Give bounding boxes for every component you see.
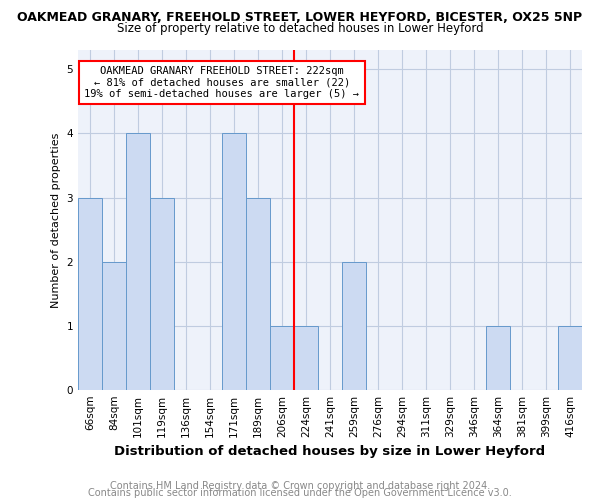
Bar bbox=[270, 326, 294, 390]
Bar bbox=[222, 134, 246, 390]
X-axis label: Distribution of detached houses by size in Lower Heyford: Distribution of detached houses by size … bbox=[115, 446, 545, 458]
Bar bbox=[246, 198, 270, 390]
Bar bbox=[342, 262, 366, 390]
Bar bbox=[558, 326, 582, 390]
Text: Contains HM Land Registry data © Crown copyright and database right 2024.: Contains HM Land Registry data © Crown c… bbox=[110, 481, 490, 491]
Bar bbox=[150, 198, 174, 390]
Text: OAKMEAD GRANARY, FREEHOLD STREET, LOWER HEYFORD, BICESTER, OX25 5NP: OAKMEAD GRANARY, FREEHOLD STREET, LOWER … bbox=[17, 11, 583, 24]
Text: OAKMEAD GRANARY FREEHOLD STREET: 222sqm
← 81% of detached houses are smaller (22: OAKMEAD GRANARY FREEHOLD STREET: 222sqm … bbox=[85, 66, 359, 99]
Bar bbox=[102, 262, 126, 390]
Bar bbox=[126, 134, 150, 390]
Text: Contains public sector information licensed under the Open Government Licence v3: Contains public sector information licen… bbox=[88, 488, 512, 498]
Y-axis label: Number of detached properties: Number of detached properties bbox=[51, 132, 61, 308]
Bar bbox=[486, 326, 510, 390]
Bar bbox=[294, 326, 318, 390]
Text: Size of property relative to detached houses in Lower Heyford: Size of property relative to detached ho… bbox=[116, 22, 484, 35]
Bar bbox=[78, 198, 102, 390]
